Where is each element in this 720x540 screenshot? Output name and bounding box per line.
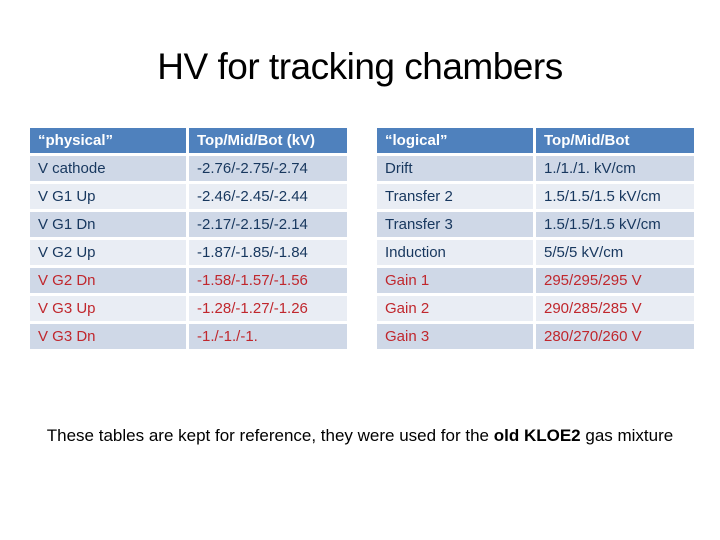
row-label-cell: Gain 2 [377, 296, 533, 321]
row-value-cell: 290/285/285 V [536, 296, 694, 321]
row-value-cell: 1.5/1.5/1.5 kV/cm [536, 184, 694, 209]
table-row: Transfer 3 1.5/1.5/1.5 kV/cm [377, 212, 694, 237]
table-row: Transfer 2 1.5/1.5/1.5 kV/cm [377, 184, 694, 209]
row-value-cell: -2.17/-2.15/-2.14 [189, 212, 347, 237]
row-label-cell: Gain 1 [377, 268, 533, 293]
table-row: V G3 Up -1.28/-1.27/-1.26 [30, 296, 347, 321]
row-value-cell: -1./-1./-1. [189, 324, 347, 349]
logical-header-cell: “logical” [377, 128, 533, 153]
physical-table-header-row: “physical” Top/Mid/Bot (kV) [30, 128, 347, 153]
slide-title: HV for tracking chambers [157, 46, 563, 87]
row-value-cell: 1.5/1.5/1.5 kV/cm [536, 212, 694, 237]
row-label-cell: V G1 Up [30, 184, 186, 209]
row-label-cell: Gain 3 [377, 324, 533, 349]
table-row: Gain 1 295/295/295 V [377, 268, 694, 293]
physical-values-header-cell: Top/Mid/Bot (kV) [189, 128, 347, 153]
row-value-cell: -2.76/-2.75/-2.74 [189, 156, 347, 181]
row-value-cell: 295/295/295 V [536, 268, 694, 293]
row-label-cell: V G3 Up [30, 296, 186, 321]
row-value-cell: 280/270/260 V [536, 324, 694, 349]
footer-note: These tables are kept for reference, the… [0, 426, 720, 446]
row-label-cell: Induction [377, 240, 533, 265]
table-row: Gain 2 290/285/285 V [377, 296, 694, 321]
table-row: V G2 Up -1.87/-1.85/-1.84 [30, 240, 347, 265]
row-value-cell: 5/5/5 kV/cm [536, 240, 694, 265]
logical-table: “logical” Top/Mid/Bot Drift 1./1./1. kV/… [374, 125, 697, 352]
table-row: Drift 1./1./1. kV/cm [377, 156, 694, 181]
logical-table-header-row: “logical” Top/Mid/Bot [377, 128, 694, 153]
row-value-cell: -2.46/-2.45/-2.44 [189, 184, 347, 209]
row-label-cell: Transfer 3 [377, 212, 533, 237]
row-value-cell: -1.87/-1.85/-1.84 [189, 240, 347, 265]
row-label-cell: V cathode [30, 156, 186, 181]
table-row: V G3 Dn -1./-1./-1. [30, 324, 347, 349]
footer-note-prefix: These tables are kept for reference, the… [46, 426, 494, 445]
row-value-cell: -1.28/-1.27/-1.26 [189, 296, 347, 321]
row-label-cell: V G2 Up [30, 240, 186, 265]
table-row: V G2 Dn -1.58/-1.57/-1.56 [30, 268, 347, 293]
row-value-cell: 1./1./1. kV/cm [536, 156, 694, 181]
footer-note-suffix: gas mixture [580, 426, 674, 445]
table-row: V cathode -2.76/-2.75/-2.74 [30, 156, 347, 181]
physical-table: “physical” Top/Mid/Bot (kV) V cathode -2… [27, 125, 350, 352]
table-row: Induction 5/5/5 kV/cm [377, 240, 694, 265]
table-row: Gain 3 280/270/260 V [377, 324, 694, 349]
row-value-cell: -1.58/-1.57/-1.56 [189, 268, 347, 293]
row-label-cell: V G3 Dn [30, 324, 186, 349]
row-label-cell: V G2 Dn [30, 268, 186, 293]
row-label-cell: Transfer 2 [377, 184, 533, 209]
table-row: V G1 Dn -2.17/-2.15/-2.14 [30, 212, 347, 237]
footer-note-bold: old KLOE2 [493, 426, 581, 445]
logical-values-header-cell: Top/Mid/Bot [536, 128, 694, 153]
row-label-cell: Drift [377, 156, 533, 181]
row-label-cell: V G1 Dn [30, 212, 186, 237]
physical-header-cell: “physical” [30, 128, 186, 153]
table-row: V G1 Up -2.46/-2.45/-2.44 [30, 184, 347, 209]
